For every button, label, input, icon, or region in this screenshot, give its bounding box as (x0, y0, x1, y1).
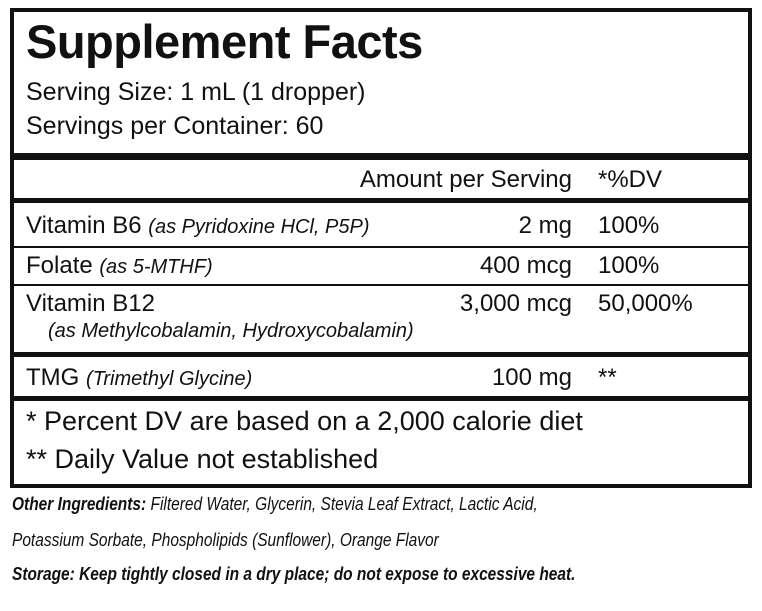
thin-rule (12, 284, 750, 286)
name: TMG (26, 364, 80, 391)
name: Vitamin B6 (26, 212, 142, 239)
thick-rule (12, 396, 750, 401)
amount: 2 mg (518, 212, 572, 239)
ingredients-text: Filtered Water, Glycerin, Stevia Leaf Ex… (150, 494, 538, 514)
servings-per-container: Servings per Container: 60 (26, 112, 324, 140)
note: (Trimethyl Glycine) (86, 368, 253, 390)
thin-rule (12, 246, 750, 248)
note: (as 5-MTHF) (99, 256, 213, 278)
footnote: ** Daily Value not established (26, 444, 379, 474)
nutrient-name: Folate (as 5-MTHF) (26, 252, 213, 280)
label-box (10, 8, 752, 488)
dv: 50,000% (598, 290, 693, 317)
note: (as Methylcobalamin, Hydroxycobalamin) (48, 320, 414, 342)
amount: 3,000 mcg (459, 290, 572, 317)
other-ingredients-label: Other Ingredients: (12, 494, 147, 514)
nutrient-name: Vitamin B6 (as Pyridoxine HCl, P5P) (26, 212, 369, 240)
dv: 100% (598, 252, 660, 279)
amount: 400 mcg (479, 252, 572, 279)
name: Folate (26, 252, 93, 279)
ingredients-text: Potassium Sorbate, Phospholipids (Sunflo… (12, 530, 439, 550)
nutrient-name: Vitamin B12 (26, 290, 155, 317)
column-header: *%DV (598, 166, 663, 193)
storage: Storage: Keep tightly closed in a dry pl… (12, 564, 576, 584)
thick-rule (12, 352, 750, 357)
dv: ** (598, 364, 617, 391)
thick-rule (12, 198, 750, 203)
dv: 100% (598, 212, 660, 239)
nutrient-name: TMG (Trimethyl Glycine) (26, 364, 252, 392)
serving-size: Serving Size: 1 mL (1 dropper) (26, 78, 366, 106)
thick-rule (12, 153, 750, 160)
note: (as Pyridoxine HCl, P5P) (148, 216, 370, 238)
footnote: * Percent DV are based on a 2,000 calori… (26, 406, 583, 436)
amount: 100 mg (491, 364, 572, 391)
title: Supplement Facts (26, 15, 423, 68)
column-header: Amount per Serving (359, 166, 572, 193)
other-ingredients: Other Ingredients: Filtered Water, Glyce… (12, 494, 538, 515)
